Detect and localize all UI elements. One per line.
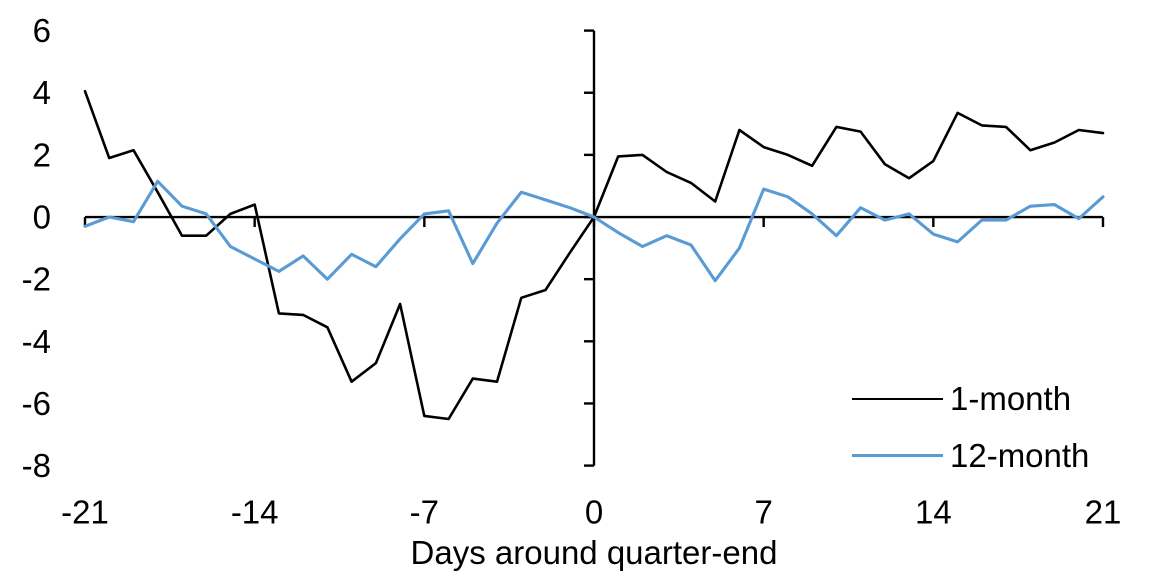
legend-item-12-month: 12-month <box>852 434 1089 477</box>
y-tick-label: 6 <box>33 12 51 49</box>
y-tick-label: -6 <box>22 385 51 422</box>
x-tick-label: 14 <box>915 494 952 531</box>
x-tick-label: 0 <box>585 494 603 531</box>
y-tick-label: -2 <box>22 261 51 298</box>
x-tick-label: 7 <box>754 494 772 531</box>
y-tick-label: 0 <box>33 199 51 236</box>
x-tick-label: 21 <box>1085 494 1122 531</box>
legend-item-1-month: 1-month <box>852 377 1089 420</box>
legend-label-1-month: 1-month <box>950 380 1072 417</box>
y-tick-label: 4 <box>33 74 51 111</box>
x-tick-label: -14 <box>231 494 279 531</box>
y-tick-label: -4 <box>22 323 51 360</box>
legend-label-12-month: 12-month <box>950 437 1090 474</box>
legend-swatch-1-month <box>852 397 943 400</box>
y-tick-label: 2 <box>33 136 51 173</box>
x-tick-label: -7 <box>410 494 439 531</box>
y-tick-label: -8 <box>22 447 51 484</box>
legend: 1-month 12-month <box>852 377 1089 477</box>
series-line-12-month <box>83 179 1105 283</box>
x-tick-label: -21 <box>61 494 109 531</box>
legend-swatch-12-month <box>852 454 943 457</box>
x-axis-title: Days around quarter-end <box>410 534 778 571</box>
